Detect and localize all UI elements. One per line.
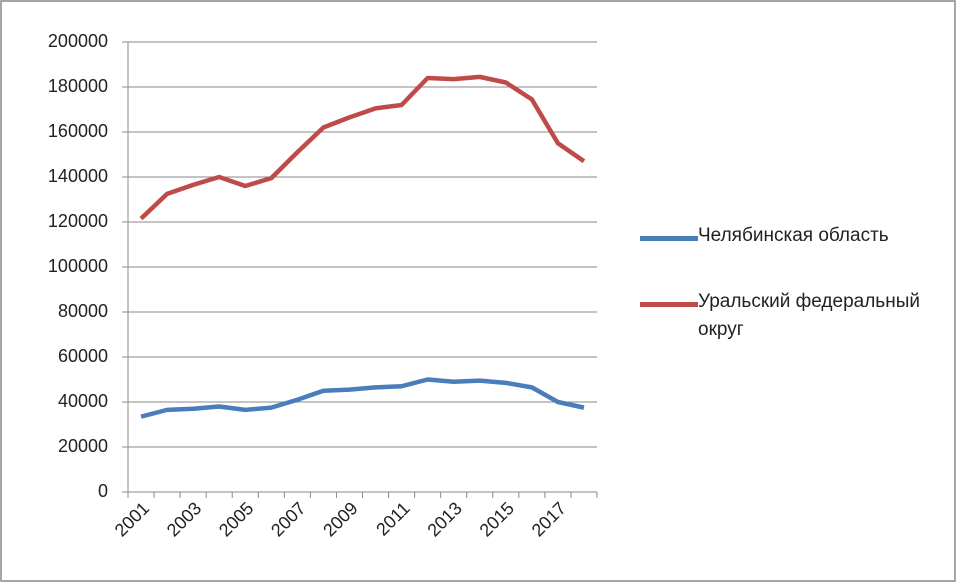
x-tick-label: 2015 — [476, 498, 518, 540]
x-tick-label: 2007 — [267, 498, 309, 540]
series-line — [139, 74, 586, 221]
y-tick-label: 20000 — [58, 436, 108, 456]
legend-swatch — [640, 302, 698, 307]
legend-label: Челябинская область — [698, 225, 889, 246]
y-tick-label: 100000 — [48, 256, 108, 276]
legend-swatch — [640, 236, 698, 241]
y-tick-label: 80000 — [58, 301, 108, 321]
y-tick-label: 160000 — [48, 121, 108, 141]
y-tick-label: 200000 — [48, 31, 108, 51]
legend-item: Челябинская область — [640, 225, 950, 250]
x-tick-label: 2001 — [111, 498, 153, 540]
legend-item: Уральский федеральный округ — [640, 291, 950, 344]
x-tick-label: 2017 — [528, 498, 570, 540]
y-tick-label: 60000 — [58, 346, 108, 366]
x-tick-label: 2013 — [423, 498, 465, 540]
y-tick-label: 140000 — [48, 166, 108, 186]
legend: Челябинская область Уральский федеральный… — [640, 225, 950, 386]
y-tick-label: 0 — [98, 481, 108, 501]
legend-label: Уральский федеральный округ — [698, 291, 920, 340]
x-tick-label: 2011 — [372, 498, 414, 540]
y-tick-label: 180000 — [48, 76, 108, 96]
x-tick-label: 2009 — [319, 498, 361, 540]
y-tick-label: 120000 — [48, 211, 108, 231]
x-tick-label: 2003 — [163, 498, 205, 540]
x-tick-label: 2005 — [215, 498, 257, 540]
series-line — [140, 377, 585, 419]
y-tick-label: 40000 — [58, 391, 108, 411]
